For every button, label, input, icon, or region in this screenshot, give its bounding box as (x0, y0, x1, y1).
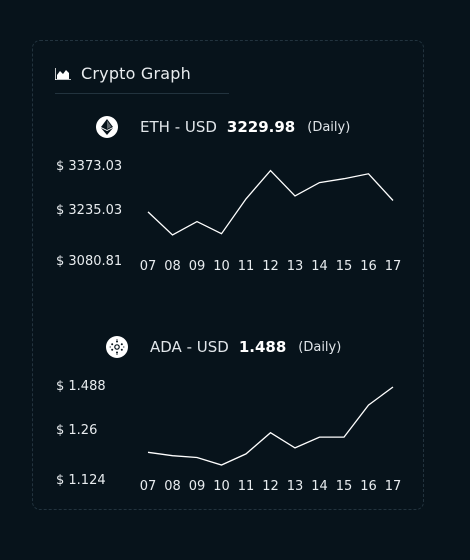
ada-x-tick-label: 10 (213, 479, 230, 494)
ada-x-tick-label: 07 (139, 479, 157, 494)
eth-x-tick-label: 09 (188, 259, 206, 274)
eth-x-tick-label: 08 (164, 259, 181, 274)
ada-price: 1.488 (238, 338, 287, 356)
area-chart-icon (55, 68, 71, 80)
ada-y-label-bottom: $ 1.124 (56, 473, 106, 488)
ada-pair-header: ADA - USD 1.488 (Daily) (106, 336, 341, 358)
eth-series-line (147, 169, 394, 236)
ada-x-tick-label: 13 (286, 479, 304, 494)
eth-x-tick-label: 12 (262, 259, 279, 274)
crypto-graph-card: Crypto Graph (32, 40, 424, 510)
eth-y-label-bottom: $ 3080.81 (56, 254, 123, 269)
eth-pair-header: ETH - USD 3229.98 (Daily) (96, 116, 350, 138)
ada-y-label-top: $ 1.488 (56, 379, 106, 394)
eth-x-tick-label: 11 (237, 259, 255, 274)
eth-y-label-top: $ 3373.03 (56, 159, 123, 174)
eth-x-tick-label: 17 (384, 259, 402, 274)
eth-x-tick-label: 10 (213, 259, 230, 274)
ada-x-tick-label: 14 (311, 479, 328, 494)
ada-x-tick-label: 15 (335, 479, 353, 494)
ada-x-tick-label: 16 (360, 479, 377, 494)
eth-x-tick-label: 16 (360, 259, 377, 274)
ada-x-tick-label: 17 (384, 479, 402, 494)
ada-pair-label: ADA - USD (150, 338, 229, 356)
ada-x-tick-label: 12 (262, 479, 279, 494)
ada-x-tick-label: 11 (237, 479, 255, 494)
ethereum-icon (96, 116, 118, 138)
ada-x-tick-label: 08 (164, 479, 181, 494)
eth-x-tick-label: 14 (311, 259, 328, 274)
card-header: Crypto Graph (55, 61, 229, 94)
ada-x-tick-label: 09 (188, 479, 206, 494)
eth-price: 3229.98 (226, 118, 296, 136)
eth-x-tick-label: 07 (139, 259, 157, 274)
ada-y-label-mid: $ 1.26 (56, 423, 98, 438)
ada-period: (Daily) (298, 339, 342, 355)
card-title: Crypto Graph (81, 63, 192, 83)
eth-x-tick-label: 15 (335, 259, 353, 274)
eth-pair-label: ETH - USD (140, 118, 217, 136)
ada-series-line (147, 386, 394, 466)
eth-y-label-mid: $ 3235.03 (56, 203, 123, 218)
eth-x-tick-label: 13 (286, 259, 304, 274)
cardano-icon (106, 336, 128, 358)
eth-period: (Daily) (307, 119, 351, 135)
